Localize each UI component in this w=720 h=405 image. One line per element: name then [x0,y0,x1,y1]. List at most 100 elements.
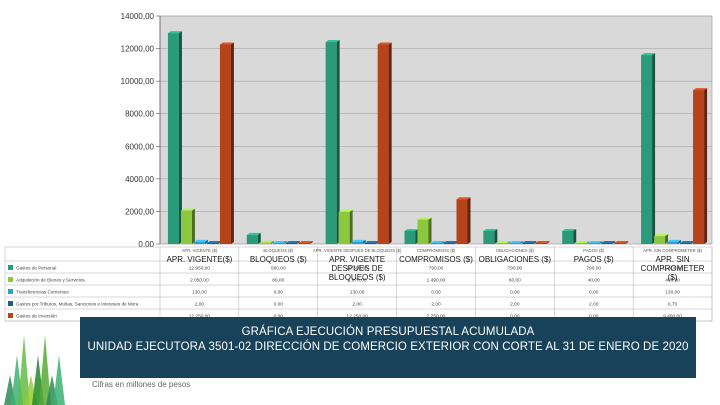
bar-face [535,243,547,244]
table-value: 0,00 [431,290,441,296]
chart-title: GRÁFICA EJECUCIÓN PRESUPUESTAL ACUMULADA [241,326,535,338]
table-value: 0,70 [668,302,678,308]
bar-top [535,241,550,243]
category-caption-line: BLOQUEOS ($) [250,255,307,264]
bar-top [167,31,182,34]
table-value: 12.250,00 [189,314,211,320]
table-value: 2.750,00 [427,314,446,320]
bar [404,228,419,244]
legend-swatch [8,301,13,306]
table-value: 60,00 [509,278,521,284]
bar-side [178,31,182,244]
table-value: 2,00 [510,302,520,308]
bar-top [325,40,340,43]
bar [285,241,300,244]
bar [417,217,432,244]
bar-top [298,241,313,243]
bar [667,239,682,244]
table-value: 0,00 [510,290,520,296]
bar-face [298,243,310,244]
bar-face [562,230,574,244]
category-caption: BLOQUEOS ($) [250,255,307,264]
bar-top [219,42,234,45]
category-caption-line: APR. VIGENTE [329,255,385,264]
bar-top [377,42,392,45]
bar [456,197,471,244]
bar-face [325,42,337,244]
bar-side [428,217,432,244]
bar-face [693,90,705,244]
category-caption-line: PAGOS ($) [574,255,614,264]
table-frame [4,246,713,322]
bar [588,241,603,244]
bar-top [667,239,682,242]
category-caption-line: ($) [668,273,678,282]
table-value: 2.050,00 [190,278,209,284]
bar-face [364,243,376,244]
bar-top [588,241,603,243]
bar [562,228,577,244]
bar-face [483,230,495,244]
category-caption: PAGOS ($) [574,255,614,264]
bar-top [614,241,629,243]
legend-label: Gastos de Inversión [16,314,57,319]
bar-top [693,88,708,91]
bar-top [285,241,300,243]
bar-side [494,228,498,244]
bar-top [562,228,577,231]
bar-top [364,241,379,243]
table-value: 0,00 [589,290,599,296]
bar-side [191,208,195,244]
bar-face [654,236,666,244]
bar-top [259,240,274,243]
bar [298,241,313,244]
y-tick-label: 8000,00 [125,110,154,119]
bar [193,239,208,244]
table-value: 12.390,00 [346,266,368,272]
bar-face [588,243,600,244]
units-footnote: Cifras en millones de pesos [92,380,191,389]
bar-top [430,241,445,243]
bar-side [625,241,629,244]
category-caption: APR. VIGENTE($) [167,255,233,264]
bar [654,234,669,244]
category-caption-line: APR. SIN [655,255,689,264]
bar-top [417,217,432,220]
table-value: 9.450,00 [663,314,682,320]
y-tick-label: 0,00 [138,240,154,249]
bar [483,228,498,244]
chart-title-banner: GRÁFICA EJECUCIÓN PRESUPUESTAL ACUMULADA… [80,317,696,378]
table-value: 12.950,00 [189,266,211,272]
bar-side [336,40,340,244]
legend-swatch [8,289,13,294]
bar [351,239,366,244]
table-value: 1.970,00 [348,278,367,284]
bar-top [272,241,287,243]
bar-top [654,234,669,237]
bar-face [680,243,692,244]
y-tick-label: 6000,00 [125,142,154,151]
bar-face [417,219,429,244]
bar [219,42,234,244]
legend-label: Adquisición de Bienes y Servicios [16,278,85,283]
bar-side [441,241,445,244]
bar-side [612,241,616,244]
bar-face [206,243,218,244]
bar-top [193,239,208,242]
bar-face [180,210,192,244]
category-label: APR. VIGENTE ($) [182,248,218,253]
bar-face [377,44,389,244]
bar-side [678,239,682,244]
bar [167,31,182,244]
y-tick-label: 14000,00 [121,12,155,21]
bar-top [338,209,353,212]
bar-face [667,241,679,244]
bar-top [351,239,366,242]
table-value: 790,00 [508,266,523,272]
bar-side [520,241,524,244]
y-tick-label: 4000,00 [125,175,154,184]
y-tick-label: 2000,00 [125,207,154,216]
bar-side [296,241,300,244]
bar [325,40,340,244]
bar-top [404,228,419,231]
